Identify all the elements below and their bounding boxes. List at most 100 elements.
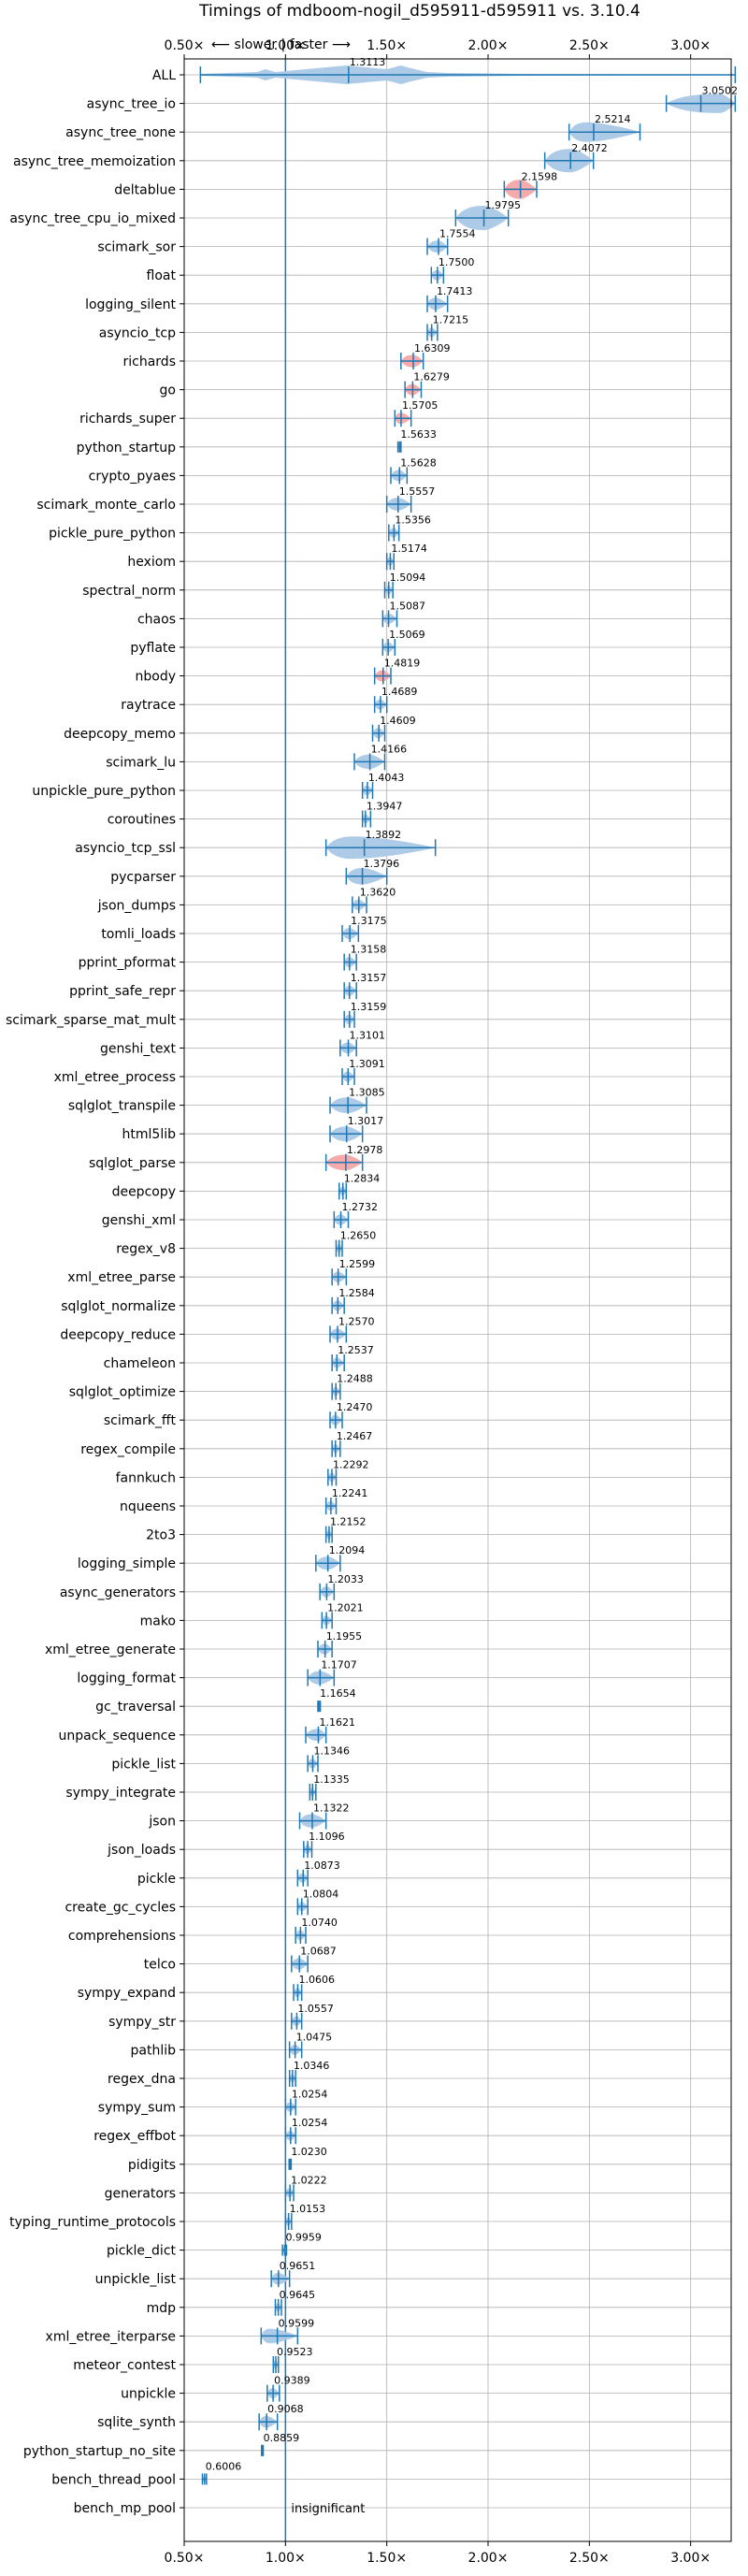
value-label-spectral-norm: 1.5094 [390,572,426,584]
value-label-mako: 1.2021 [327,1601,364,1614]
value-label-go: 1.6279 [413,371,450,384]
y-label-chameleon: chameleon [104,1356,176,1371]
value-label-async-tree-cpu-io-mixed: 1.9795 [485,199,522,211]
value-label-async-tree-memoization: 2.4072 [571,142,608,154]
y-label-pprint-pformat: pprint_pformat [79,956,177,971]
y-label-xml-etree-generate: xml_etree_generate [45,1643,176,1657]
value-label-richards-super: 1.5705 [402,399,439,412]
value-label-pprint-pformat: 1.3158 [351,944,387,956]
y-label-comprehensions: comprehensions [68,1929,176,1944]
y-label-typing-runtime-protocols: typing_runtime_protocols [9,2215,176,2230]
y-label-async-tree-memoization: async_tree_memoization [13,154,176,169]
y-label-pathlib: pathlib [131,2043,177,2058]
y-label-generators: generators [105,2186,176,2201]
y-label-pyflate: pyflate [130,641,176,656]
value-label-genshi-text: 1.3101 [350,1029,386,1041]
value-label-sympy-expand: 1.0606 [298,1974,335,1986]
value-label-json-dumps: 1.3620 [360,886,396,898]
y-label-pickle-list: pickle_list [111,1757,176,1772]
y-label-async-tree-none: async_tree_none [65,125,176,140]
value-label-scimark-sor: 1.7554 [439,228,476,240]
value-label-json-loads: 1.1096 [309,1831,345,1843]
value-label-2to3: 1.2152 [330,1516,367,1528]
y-label-deepcopy-memo: deepcopy_memo [64,727,176,742]
value-label-html5lib: 1.3017 [348,1115,384,1127]
y-label-scimark-fft: scimark_fft [104,1413,177,1428]
y-label-pickle: pickle [137,1872,176,1887]
value-label-sympy-str: 1.0557 [297,2003,334,2015]
value-label-unpickle-list: 0.9651 [280,2260,316,2272]
marks-layer: 1.3113 3.0502 2.5214 2.4072 2.1598 1.9795 1.75… [199,56,739,2541]
y-label-async-tree-io: async_tree_io [87,97,176,112]
value-label-regex-v8: 1.2650 [340,1230,377,1242]
y-label-sqlglot-parse: sqlglot_parse [89,1156,176,1171]
y-label-meteor-contest: meteor_contest [73,2358,176,2373]
y-label-tomli-loads: tomli_loads [101,927,176,942]
y-label-bench-thread-pool: bench_thread_pool [51,2472,176,2487]
y-label-create-gc-cycles: create_gc_cycles [65,1900,176,1915]
value-label-tomli-loads: 1.3175 [351,915,387,927]
y-label-json-loads: json_loads [107,1843,176,1858]
y-label-nbody: nbody [136,670,177,685]
y-label-asyncio-tcp-ssl: asyncio_tcp_ssl [75,841,176,856]
value-label-unpack-sequence: 1.1621 [319,1716,355,1729]
y-label-richards: richards [123,355,177,369]
y-label-scimark-lu: scimark_lu [106,755,176,770]
value-label-chameleon: 1.2537 [338,1344,374,1356]
y-label-unpickle: unpickle [121,2387,176,2402]
y-label-xml-etree-process: xml_etree_process [54,1070,176,1085]
value-label-logging-format: 1.1707 [321,1659,357,1672]
y-label-richards-super: richards_super [79,412,176,427]
value-label-asyncio-tcp-ssl: 1.3892 [366,829,402,841]
chart-title: Timings of mdboom-nogil_d595911-d595911 … [198,2,640,21]
y-label-unpack-sequence: unpack_sequence [59,1729,176,1744]
x-tick-label-top: 2.00× [468,38,509,53]
y-label-json-dumps: json_dumps [97,898,176,913]
value-label-pickle: 1.0873 [304,1860,340,1872]
y-label-scimark-monte-carlo: scimark_monte_carlo [36,498,176,513]
value-label-pyflate: 1.5069 [389,629,425,641]
y-label-deltablue: deltablue [114,182,176,197]
value-label-async-tree-io: 3.0502 [702,85,739,97]
value-label-json: 1.1322 [313,1802,350,1815]
y-label-python-startup: python_startup [77,441,176,456]
value-label-generators: 1.0222 [291,2174,327,2186]
value-label-xml-etree-parse: 1.2599 [339,1258,376,1270]
x-tick-label-bottom: 0.50× [165,2551,205,2566]
value-label-python-startup: 1.5633 [400,428,437,441]
y-label-sympy-expand: sympy_expand [78,1986,176,2001]
y-label-html5lib: html5lib [122,1127,177,1142]
value-label-meteor-contest: 0.9523 [277,2346,313,2358]
value-label-create-gc-cycles: 1.0804 [303,1888,339,1900]
value-label-logging-silent: 1.7413 [437,285,473,297]
value-label-all: 1.3113 [350,56,386,68]
y-label-asyncio-tcp: asyncio_tcp [99,326,176,340]
value-label-scimark-lu: 1.4166 [371,743,408,755]
x-tick-label-top: 1.50× [367,38,407,53]
value-label-deepcopy-memo: 1.4609 [380,715,416,727]
y-label-float: float [147,268,177,283]
value-label-pickle-list: 1.1346 [313,1744,350,1757]
y-label-pycparser: pycparser [110,870,176,885]
value-label-xml-etree-process: 1.3091 [349,1058,385,1070]
value-label-crypto-pyaes: 1.5628 [400,456,437,469]
direction-label: ⟵ slower | faster ⟶ [211,37,351,52]
value-label-deepcopy-reduce: 1.2570 [338,1315,375,1327]
value-label-fannkuch: 1.2292 [333,1458,369,1470]
x-tick-label-bottom: 2.00× [468,2551,509,2566]
y-label-coroutines: coroutines [108,813,176,828]
value-label-async-tree-none: 2.5214 [595,113,631,125]
value-label-pathlib: 1.0475 [296,2031,333,2043]
value-label-async-generators: 1.2033 [327,1573,364,1585]
y-label-regex-compile: regex_compile [80,1442,176,1457]
value-label-float: 1.7500 [439,256,475,268]
value-label-telco: 1.0687 [300,1946,337,1958]
value-label-scimark-sparse-mat-mult: 1.3159 [351,1001,387,1013]
x-tick-label-top: 0.50× [165,38,205,53]
value-label-logging-simple: 1.2094 [329,1544,366,1556]
y-label-json: json [148,1815,176,1830]
value-label-regex-dna: 1.0346 [294,2060,330,2072]
y-label-scimark-sparse-mat-mult: scimark_sparse_mat_mult [6,1013,176,1028]
value-label-pickle-dict: 0.9959 [285,2232,322,2244]
